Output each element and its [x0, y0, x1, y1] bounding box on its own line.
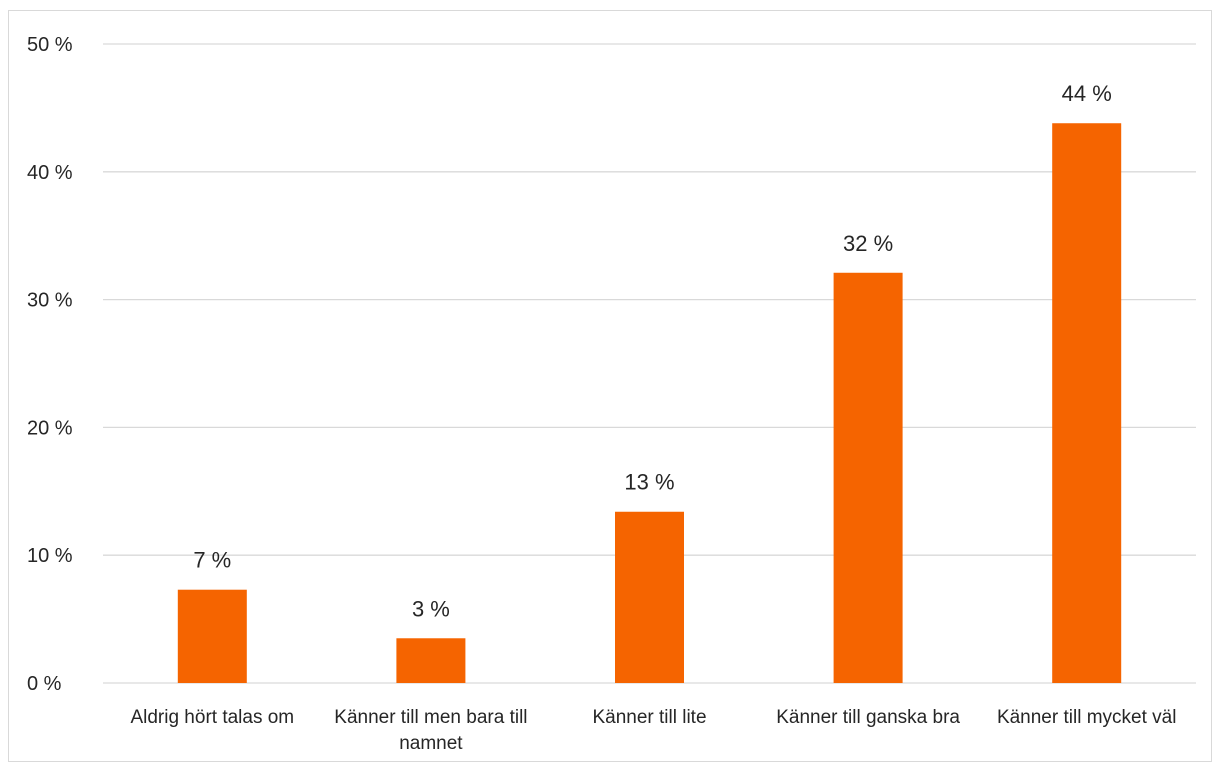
- y-axis-tick-labels: 0 % 10 % 20 % 30 % 40 % 50 %: [27, 34, 73, 695]
- y-tick-label: 50 %: [27, 34, 73, 56]
- y-tick-label: 20 %: [27, 417, 73, 439]
- x-axis-category-labels: Aldrig hört talas om Känner till men bara…: [130, 707, 1176, 754]
- data-label: 13 %: [624, 470, 674, 495]
- bar: [1052, 123, 1122, 683]
- bar: [833, 272, 903, 683]
- bars: [177, 123, 1122, 683]
- data-labels: 7 % 3 % 13 % 32 % 44 %: [193, 81, 1111, 621]
- gridlines: [103, 43, 1196, 684]
- y-tick-label: 0 %: [27, 673, 62, 695]
- category-label: namnet: [399, 733, 463, 754]
- category-label: Aldrig hört talas om: [130, 707, 294, 728]
- y-tick-label: 10 %: [27, 545, 73, 567]
- bar: [615, 511, 684, 683]
- data-label: 3 %: [412, 596, 450, 621]
- data-label: 44 %: [1062, 81, 1112, 106]
- category-label: Känner till lite: [592, 707, 706, 728]
- bar: [396, 638, 466, 683]
- data-label: 32 %: [843, 231, 893, 256]
- category-label: Känner till mycket väl: [997, 707, 1177, 728]
- category-label: Känner till men bara till: [334, 707, 527, 728]
- bar: [177, 589, 247, 683]
- category-label: Känner till ganska bra: [776, 707, 960, 728]
- y-tick-label: 30 %: [27, 290, 73, 312]
- y-tick-label: 40 %: [27, 162, 73, 184]
- data-label: 7 %: [193, 548, 231, 573]
